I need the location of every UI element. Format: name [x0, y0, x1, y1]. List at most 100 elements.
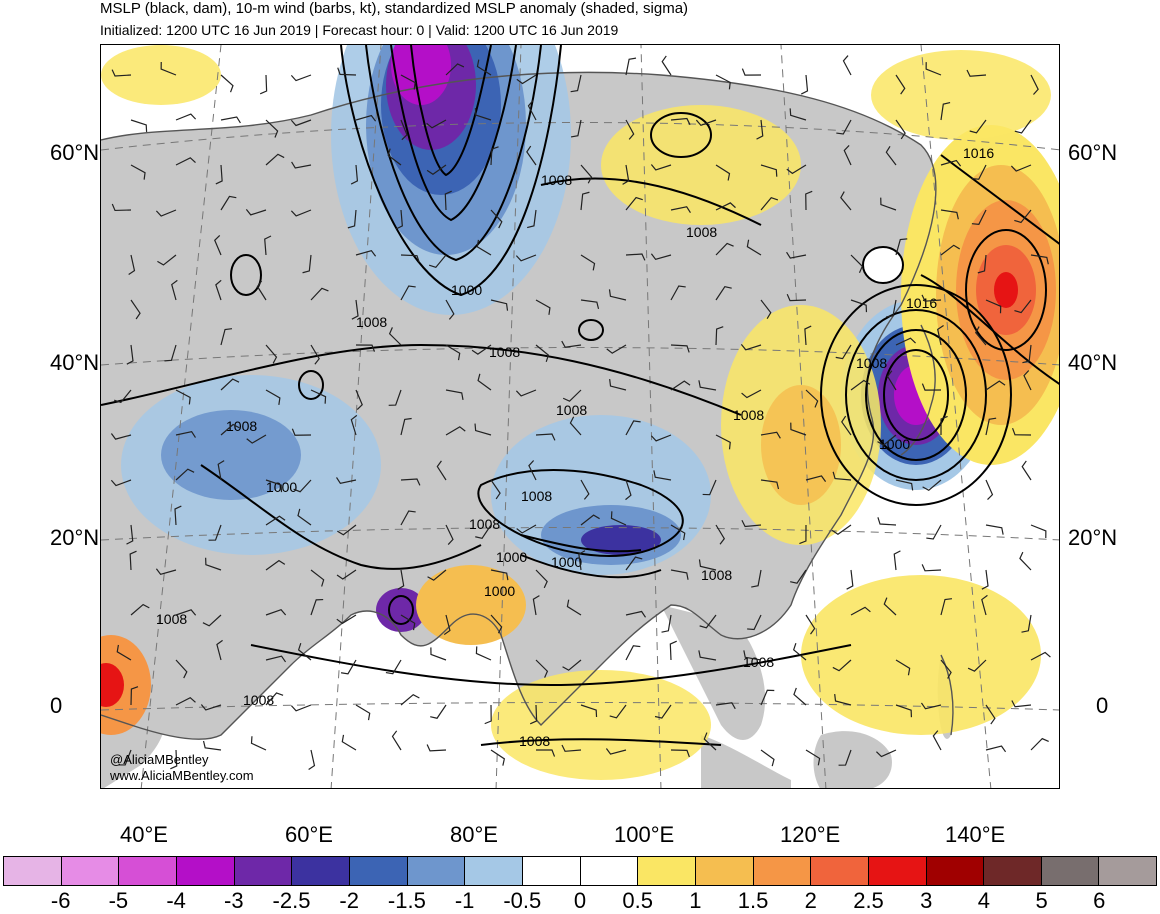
colorbar-swatch	[1041, 857, 1100, 885]
wind-barb	[792, 642, 807, 661]
wind-barb	[940, 244, 961, 256]
wind-barb	[760, 431, 781, 439]
wind-barb	[703, 732, 717, 751]
wind-barb	[895, 479, 914, 491]
wind-barb	[535, 299, 551, 315]
wind-barb	[877, 434, 897, 446]
wind-barb	[474, 423, 492, 436]
wind-barb	[786, 293, 807, 302]
graticule-lat-20	[101, 527, 1059, 541]
wind-barb	[937, 325, 944, 346]
anomaly-shading	[101, 45, 1059, 780]
colorbar-label: 3	[920, 888, 933, 913]
wind-barb	[670, 380, 691, 391]
wind-barb	[387, 148, 402, 166]
lon-label-80e: 80°E	[450, 822, 498, 847]
wind-barb	[981, 569, 989, 590]
wind-barb	[445, 524, 454, 545]
wind-barb	[921, 294, 942, 302]
wind-barb	[475, 524, 492, 539]
wind-barb	[445, 389, 464, 400]
wind-barb	[1019, 551, 1032, 571]
wind-barb	[625, 645, 641, 661]
wind-barb	[940, 415, 948, 436]
map-panel: 1008 1008 1016 1016 1000 1008 1008 1008 …	[100, 44, 1060, 789]
wind-barb	[220, 423, 240, 436]
anomaly-pos-indian-ocean	[491, 670, 711, 780]
wind-barb	[355, 704, 371, 721]
wind-barb	[175, 468, 195, 481]
wind-barb	[650, 253, 672, 261]
wind-barb	[606, 344, 627, 354]
wind-barb	[805, 614, 816, 635]
wind-barb	[490, 569, 509, 581]
wind-barb	[340, 659, 357, 675]
colorbar-label: 4	[977, 888, 991, 913]
anomaly-pos-pacific-5	[994, 272, 1018, 308]
anomaly-neg-mideast-2	[161, 410, 301, 500]
wind-barb	[883, 597, 897, 616]
contour-low-japan-2	[865, 329, 967, 461]
colorbar-label: -1	[454, 888, 475, 913]
contour-label: 1016	[906, 295, 937, 311]
wind-barb	[850, 606, 871, 616]
wind-barb	[528, 460, 537, 481]
wind-barb	[130, 164, 146, 180]
wind-barb	[940, 102, 951, 121]
wind-barb	[670, 206, 691, 214]
wind-barb	[920, 702, 942, 710]
wind-barb	[670, 749, 690, 758]
wind-barb	[337, 67, 357, 76]
wind-barb	[445, 426, 466, 436]
wind-barb	[490, 209, 503, 229]
lat-label-left-20n: 20°N	[50, 525, 100, 550]
wind-barb	[256, 280, 267, 301]
wind-barb	[175, 113, 197, 121]
contour-label: 1008	[686, 224, 717, 240]
wind-barb	[245, 209, 267, 216]
wind-barb	[743, 650, 762, 661]
wind-barb	[625, 253, 646, 261]
wind-barb	[155, 568, 177, 576]
colorbar-label: 6	[1093, 888, 1106, 913]
wind-barb	[391, 730, 402, 751]
graticule-lon-100	[640, 45, 662, 788]
colorbar-swatch	[349, 857, 408, 885]
contour-label: 1008	[733, 407, 764, 423]
wind-barb	[1011, 428, 1032, 436]
wind-barb	[476, 239, 492, 256]
lon-label-40e: 40°E	[120, 822, 168, 847]
contour-high-pacific	[965, 229, 1047, 351]
wind-barb	[1023, 370, 1032, 391]
wind-barb	[1030, 737, 1049, 751]
wind-barb	[609, 704, 627, 719]
wind-barb	[698, 650, 717, 661]
graticule-lon-120	[780, 45, 827, 788]
wind-barb	[760, 299, 772, 319]
wind-barb	[490, 614, 503, 634]
contour-label: 1008	[519, 733, 550, 749]
map-canvas: 1008 1008 1016 1016 1000 1008 1008 1008 …	[101, 45, 1059, 788]
wind-barb	[400, 478, 421, 486]
wind-barb	[895, 337, 916, 346]
lon-label-60e: 60°E	[285, 822, 333, 847]
wind-barb	[265, 515, 286, 526]
wind-barb	[347, 209, 357, 229]
wind-barb	[747, 614, 762, 631]
graticule-lon-80	[495, 45, 522, 788]
wind-barb	[670, 285, 686, 301]
wind-barb	[205, 557, 222, 571]
wind-barb	[265, 479, 283, 493]
wind-barb	[1010, 164, 1032, 172]
wind-barb	[535, 749, 556, 757]
wind-barb	[985, 479, 994, 501]
wind-barb	[805, 389, 819, 408]
wind-barb	[650, 164, 672, 171]
wind-barb	[444, 190, 452, 211]
wind-barb	[834, 693, 852, 706]
wind-barb	[265, 559, 286, 571]
contour-label: 1000	[484, 583, 515, 599]
contour-low-japan-3	[845, 309, 987, 481]
contour-label: 1008	[356, 314, 387, 330]
wind-barb	[426, 744, 447, 752]
